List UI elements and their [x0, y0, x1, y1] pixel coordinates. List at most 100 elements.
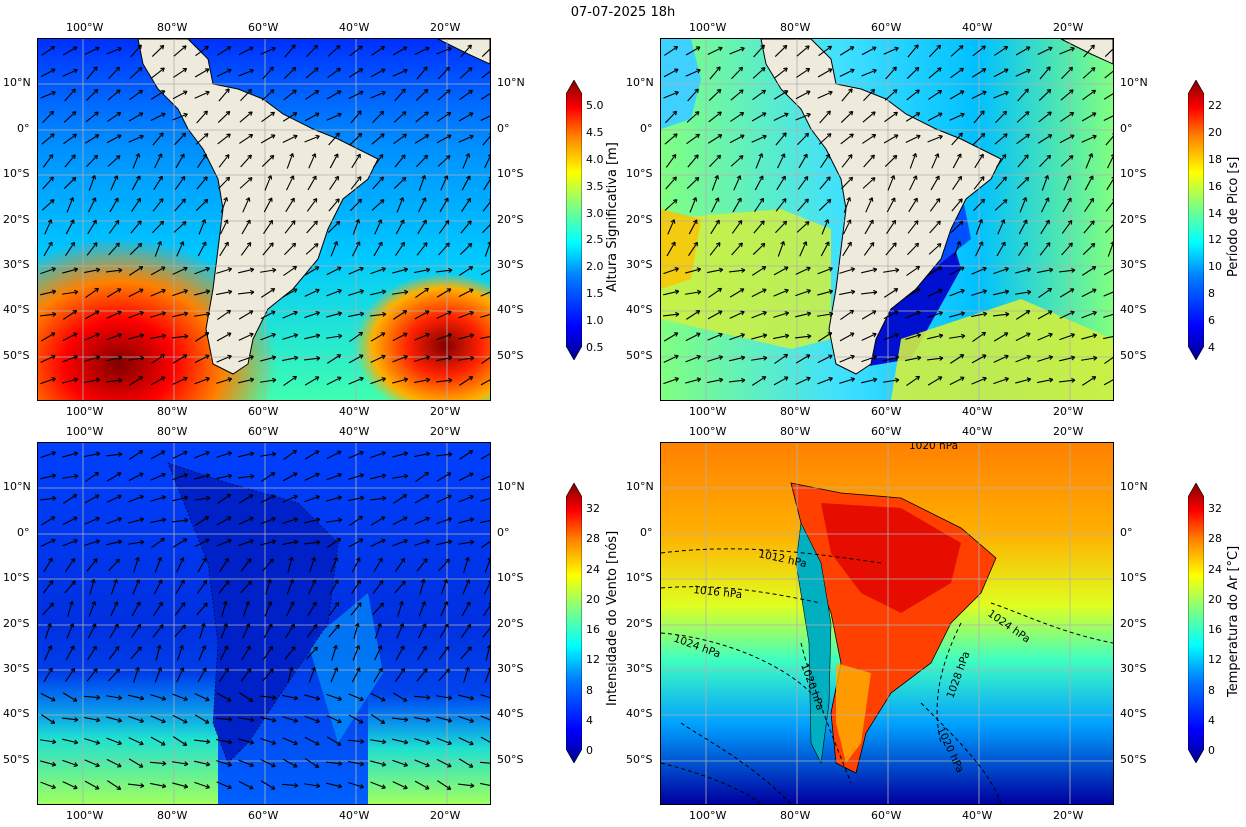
direction-arrow: [374, 645, 382, 661]
direction-arrow: [84, 452, 100, 458]
graticule: [38, 443, 490, 804]
direction-arrow: [176, 557, 184, 573]
lat-tick-label-left: 30°S: [3, 662, 30, 675]
arrow-head: [828, 90, 833, 96]
direction-arrow: [194, 781, 210, 789]
arrow-head: [978, 219, 984, 224]
direction-arrow: [864, 219, 874, 235]
arrow-head: [160, 90, 166, 95]
direction-arrow: [392, 268, 408, 274]
arrow-head: [117, 46, 122, 52]
direction-arrow: [927, 112, 943, 122]
arrow-head: [425, 267, 431, 273]
arrow-head: [358, 719, 364, 724]
direction-arrow: [172, 90, 188, 100]
arrow-head: [205, 473, 211, 479]
direction-arrow: [348, 474, 364, 480]
direction-arrow: [62, 475, 78, 479]
direction-arrow: [1103, 336, 1113, 340]
direction-arrow: [282, 472, 298, 482]
direction-arrow: [995, 154, 1007, 168]
arrow-head: [50, 332, 56, 337]
arrow-head: [180, 153, 185, 159]
lat-tick-label-left: 30°S: [626, 258, 653, 271]
direction-arrow: [66, 197, 74, 213]
arrow-head: [850, 377, 856, 383]
arrow-head: [468, 450, 474, 455]
arrow-head: [739, 111, 745, 117]
direction-arrow: [482, 627, 490, 638]
arrow-head: [158, 198, 164, 203]
direction-arrow: [481, 356, 490, 365]
direction-arrow: [238, 46, 254, 56]
direction-arrow: [84, 494, 100, 504]
direction-arrow: [84, 378, 100, 384]
arrow-head: [226, 697, 232, 702]
direction-arrow: [773, 90, 789, 100]
arrow-head: [893, 288, 899, 293]
direction-arrow: [392, 759, 408, 767]
direction-arrow: [172, 736, 188, 746]
lat-tick-label-right: 20°S: [497, 213, 524, 226]
lon-tick-label-top: 40°W: [962, 21, 993, 34]
arrow-head: [468, 266, 474, 271]
arrow-head: [292, 265, 298, 271]
arrow-head: [782, 44, 788, 50]
arrow-head: [402, 310, 408, 315]
arrow-head: [227, 377, 233, 383]
arrow-head: [443, 175, 449, 180]
arrow-head: [48, 241, 53, 247]
arrow-head: [447, 695, 453, 701]
arrow-head: [714, 197, 720, 202]
direction-arrow: [1105, 201, 1113, 212]
arrow-head: [826, 198, 832, 204]
direction-arrow: [665, 154, 677, 168]
arrow-head: [226, 46, 232, 51]
direction-arrow: [395, 242, 405, 256]
direction-arrow: [307, 601, 317, 617]
direction-arrow: [66, 623, 74, 639]
direction-arrow: [110, 579, 118, 595]
arrow-head: [1026, 267, 1032, 273]
arrow-head: [938, 134, 943, 140]
lon-tick-label-bottom: 80°W: [157, 405, 188, 418]
arrow-head: [137, 646, 142, 651]
direction-arrow: [128, 266, 144, 276]
arrow-head: [160, 266, 166, 271]
direction-arrow: [284, 220, 296, 234]
arrow-head: [181, 221, 187, 226]
direction-arrow: [751, 266, 767, 276]
arrow-head: [378, 154, 384, 159]
direction-arrow: [215, 717, 233, 721]
map-wave-height: [37, 38, 491, 401]
arrow-head: [1005, 311, 1010, 317]
direction-arrow: [663, 355, 679, 363]
lat-tick-label-left: 40°S: [3, 707, 30, 720]
direction-arrow: [396, 197, 404, 213]
arrow-head: [1024, 88, 1029, 94]
direction-arrow: [237, 291, 255, 295]
arrow-head: [670, 219, 676, 224]
arrow-head: [762, 134, 767, 140]
direction-arrow: [795, 312, 811, 318]
isobar-label: 1020 hPa: [909, 443, 958, 452]
direction-arrow: [260, 310, 276, 320]
arrow-head: [469, 517, 475, 523]
arrow-head: [271, 740, 276, 745]
arrow-head: [403, 762, 408, 767]
arrow-head: [806, 376, 811, 382]
direction-arrow: [370, 516, 386, 526]
direction-arrow: [282, 112, 298, 122]
arrow-head: [1004, 90, 1009, 96]
arrow-head: [139, 472, 144, 478]
direction-arrow: [87, 623, 97, 639]
direction-arrow: [326, 473, 342, 481]
direction-arrow: [106, 780, 122, 790]
arrow-head: [293, 494, 298, 500]
arrow-head: [694, 154, 699, 159]
arrow-head: [293, 695, 299, 701]
arrow-head: [337, 450, 342, 456]
lat-tick-label-left: 0°: [17, 122, 30, 135]
arrow-head: [401, 111, 407, 116]
direction-arrow: [463, 667, 469, 683]
